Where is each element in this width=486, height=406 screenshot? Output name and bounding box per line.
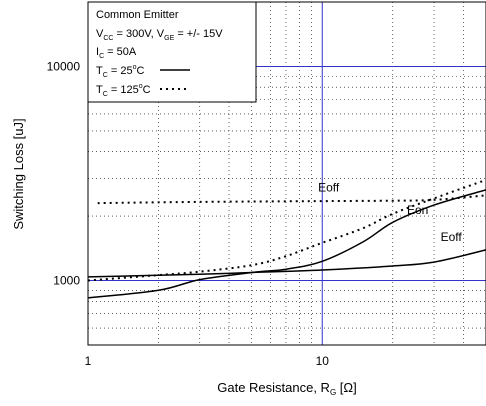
- legend-entry-125c: TC = 125oC: [96, 83, 151, 98]
- series-eoff-125c-line: [97, 194, 486, 205]
- tick-labels: 1 10 1000 10000: [47, 59, 330, 368]
- series-layer: [87, 179, 486, 299]
- legend-conditions-voltage: VCC = 300V, VGE = +/- 15V: [96, 28, 223, 42]
- curve-label: Eoff: [318, 181, 340, 195]
- y-axis-title: Switching Loss [uJ]: [11, 118, 26, 229]
- x-tick-label: 1: [85, 354, 92, 368]
- legend-entry-25c: TC = 25oC: [96, 64, 144, 79]
- legend-title: Common Emitter: [96, 9, 179, 21]
- curve-label: Eon: [407, 203, 428, 217]
- y-tick-label: 1000: [53, 274, 80, 288]
- x-tick-label: 10: [316, 354, 330, 368]
- y-tick-label: 10000: [47, 59, 81, 73]
- legend: Common Emitter VCC = 300V, VGE = +/- 15V…: [87, 1, 257, 103]
- curve-label: Eoff: [441, 230, 463, 244]
- plot-frame: [87, 1, 486, 346]
- series-eoff-25c-line: [87, 249, 486, 278]
- legend-conditions-current: IC = 50A: [96, 46, 137, 60]
- series-eon-125c-line: [87, 179, 486, 282]
- curve-annotations: Eoff Eon Eoff: [318, 181, 462, 244]
- x-axis-title: Gate Resistance, RG [Ω]: [217, 380, 357, 397]
- legend-box: [87, 1, 257, 103]
- series-eon-25c-line: [87, 189, 486, 299]
